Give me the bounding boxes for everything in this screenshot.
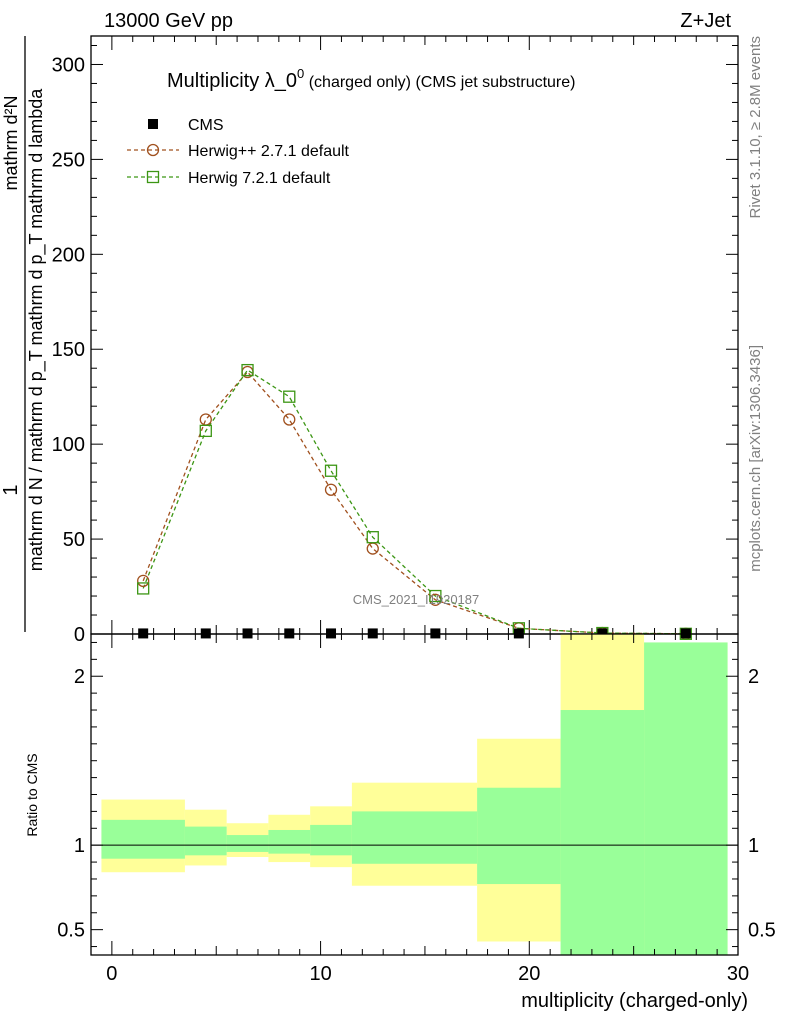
ratio-ytick-label-right: 2 (748, 666, 759, 688)
xtick-label: 0 (106, 963, 117, 985)
ratio-ytick-label-right: 0.5 (748, 920, 776, 942)
herwig7-line (142, 369, 686, 635)
herwig7-point (199, 424, 212, 438)
ratio-green-band-2 (226, 835, 269, 852)
herwig7-point (137, 582, 150, 595)
ratio-panel: 0 10 20 30 0.5 0.5 1 1 2 2 (57, 633, 776, 985)
watermark: CMS_2021_I1920187 (353, 592, 480, 607)
herwig7-point (283, 390, 296, 403)
ratio-ytick-label-left: 0.5 (57, 920, 85, 942)
ratio-green-band-3 (268, 829, 311, 854)
process-label: Z+Jet (680, 10, 731, 32)
main-ytick-label: 200 (52, 244, 85, 266)
legend-herwigpp-label: Herwig++ 2.7.1 default (188, 143, 350, 160)
mcplots-label: mcplots.cern.ch [arXiv:1306.3436] (747, 345, 764, 572)
herwigpp-point (199, 413, 212, 426)
ratio-green-band-7 (560, 710, 645, 955)
main-ytick-label: 50 (63, 529, 85, 551)
chart-title-sub: (charged only) (CMS jet substructure) (304, 74, 575, 91)
main-ytick-label: 0 (74, 624, 85, 646)
ratio-green-band-8 (644, 642, 728, 955)
ratio-y-label: Ratio to CMS (24, 753, 40, 836)
chart-title-main: Multiplicity λ_0 (167, 70, 297, 92)
ratio-ytick-label-right: 1 (748, 835, 759, 857)
herwig7-point (324, 464, 338, 477)
herwig7-point (366, 531, 379, 544)
main-ytick-label: 150 (52, 339, 85, 361)
herwig7-point (429, 589, 442, 603)
main-ytick-label: 100 (52, 434, 85, 456)
xtick-label: 10 (309, 963, 331, 985)
ratio-green-band-0 (101, 819, 185, 859)
herwigpp-point (366, 542, 379, 555)
ylabel-denominator: mathrm d N / mathrm d p_T mathrm d p_T m… (26, 88, 47, 571)
herwigpp-point (283, 413, 296, 426)
legend-herwig7-marker (146, 170, 160, 184)
ratio-ytick-label-left: 1 (74, 835, 85, 857)
legend-herwig7-label: Herwig 7.2.1 default (188, 170, 331, 187)
legend-cms-label: CMS (188, 117, 224, 134)
x-axis-label: multiplicity (charged-only) (521, 990, 748, 1012)
xtick-label: 20 (518, 963, 540, 985)
legend: CMS Herwig++ 2.7.1 default Herwig 7.2.1 … (127, 117, 350, 187)
chart-title: Multiplicity λ_00 (charged only) (CMS je… (167, 66, 575, 92)
herwigpp-line (142, 371, 686, 635)
herwig7-point (241, 363, 254, 377)
herwigpp-point (137, 574, 150, 587)
ratio-green-band-1 (184, 826, 227, 856)
herwigpp-point (324, 483, 338, 496)
ylabel-top: 1 (0, 484, 22, 495)
xtick-label: 30 (727, 963, 749, 985)
ratio-green-band-5 (351, 811, 478, 864)
chart-title-sup: 0 (297, 66, 304, 81)
legend-herwigpp-marker (146, 143, 160, 157)
ratio-green-band-6 (477, 787, 561, 885)
main-y-axis-label: 1 mathrm d²N mathrm d N / mathrm d p_T m… (0, 36, 47, 632)
legend-cms-marker (148, 119, 158, 129)
ratio-ytick-label-left: 2 (74, 666, 85, 688)
rivet-label: Rivet 3.1.10, ≥ 2.8M events (747, 36, 764, 219)
main-ytick-label: 250 (52, 149, 85, 171)
energy-label: 13000 GeV pp (104, 10, 233, 32)
ratio-green-band-4 (310, 824, 352, 856)
main-ytick-label: 300 (52, 54, 85, 76)
ylabel-numerator: mathrm d²N (1, 95, 21, 190)
